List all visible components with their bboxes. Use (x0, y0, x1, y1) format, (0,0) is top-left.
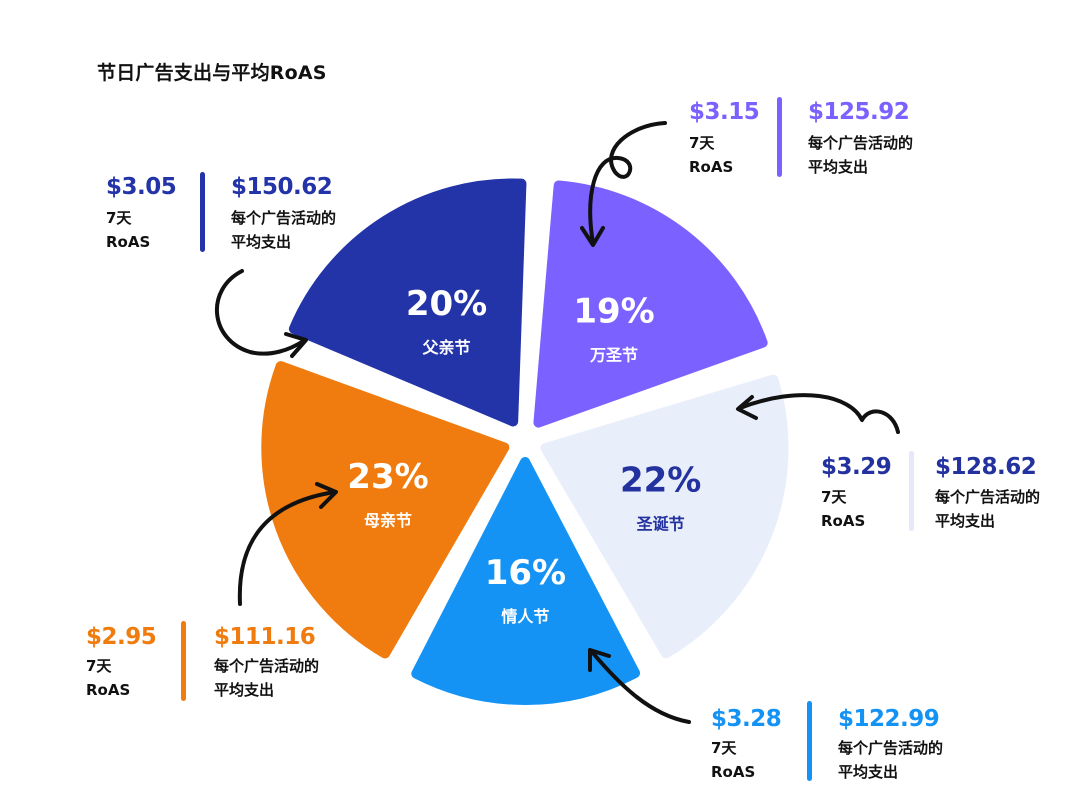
roas-value: $3.15 (689, 99, 760, 125)
spend-label-line1: 每个广告活动的 (214, 657, 320, 675)
roas-label-line2: RoAS (821, 512, 866, 530)
divider-bar (807, 701, 812, 781)
roas-label-line2: RoAS (689, 158, 734, 176)
roas-value: $3.05 (106, 174, 177, 200)
divider-bar (181, 621, 186, 701)
spend-label-line2: 平均支出 (935, 512, 996, 530)
roas-label-line2: RoAS (106, 233, 151, 251)
roas-label-line1: 7天 (711, 739, 737, 757)
spend-label-line1: 每个广告活动的 (231, 209, 337, 227)
slice-label-christmas: 圣诞节 (636, 514, 685, 533)
roas-label-line2: RoAS (711, 763, 756, 781)
page-title: 节日广告支出与平均RoAS (97, 62, 327, 84)
divider-bar (777, 97, 782, 177)
spend-label-line2: 平均支出 (214, 681, 275, 699)
spend-label-line1: 每个广告活动的 (935, 488, 1041, 506)
roas-value: $3.28 (711, 706, 782, 732)
slice-percent-mothers-day: 23% (347, 457, 428, 497)
slice-label-halloween: 万圣节 (589, 346, 638, 365)
roas-label-line1: 7天 (86, 657, 112, 675)
roas-value: $3.29 (821, 454, 892, 480)
roas-label-line1: 7天 (689, 134, 715, 152)
avg-spend-value: $122.99 (838, 706, 940, 732)
roas-label-line1: 7天 (106, 209, 132, 227)
slice-percent-christmas: 22% (620, 460, 701, 500)
spend-label-line2: 平均支出 (808, 158, 869, 176)
slice-label-mothers-day: 母亲节 (364, 511, 412, 530)
slice-percent-halloween: 19% (573, 292, 654, 332)
roas-label-line1: 7天 (821, 488, 847, 506)
divider-bar (200, 172, 205, 252)
spend-label-line2: 平均支出 (231, 233, 292, 251)
spend-label-line1: 每个广告活动的 (838, 739, 944, 757)
slice-percent-fathers-day: 20% (406, 284, 487, 324)
roas-label-line2: RoAS (86, 681, 131, 699)
slice-label-valentines: 情人节 (501, 607, 549, 626)
avg-spend-value: $128.62 (935, 454, 1037, 480)
spend-label-line1: 每个广告活动的 (808, 134, 914, 152)
slice-label-fathers-day: 父亲节 (422, 338, 471, 357)
avg-spend-value: $150.62 (231, 174, 333, 200)
roas-value: $2.95 (86, 624, 157, 650)
pie-slice-fathers-day (288, 178, 527, 427)
avg-spend-value: $125.92 (808, 99, 910, 125)
divider-bar (909, 451, 914, 531)
spend-label-line2: 平均支出 (838, 763, 899, 781)
avg-spend-value: $111.16 (214, 624, 316, 650)
slice-percent-valentines: 16% (485, 553, 566, 593)
